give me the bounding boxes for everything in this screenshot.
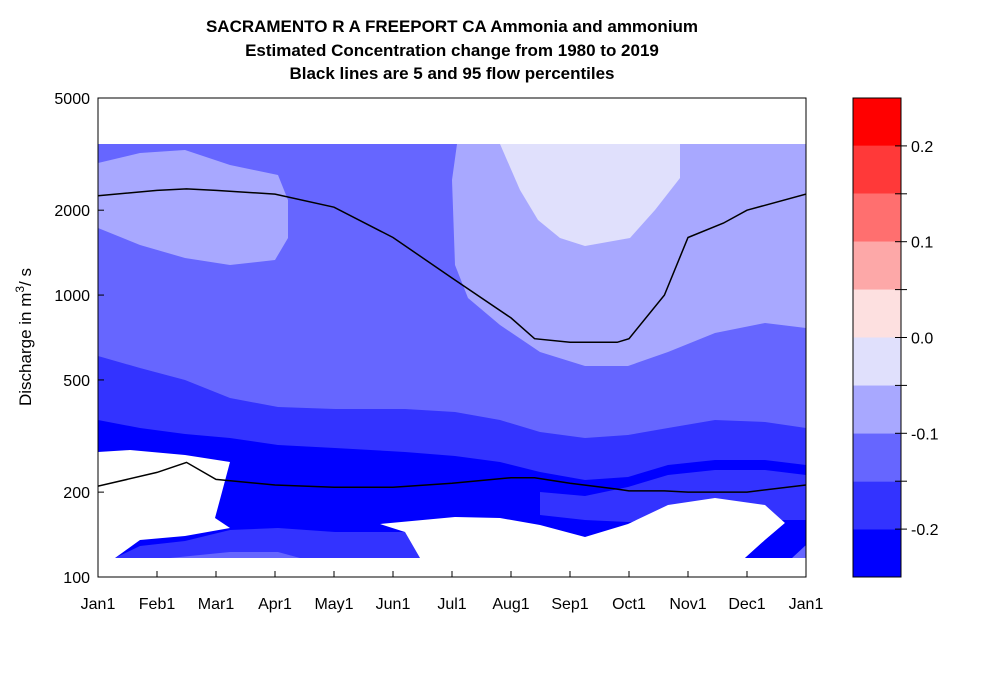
x-tick-label: Feb1 [139, 596, 176, 613]
flow-percentile-line [98, 461, 806, 493]
x-tick-label: Jun1 [376, 596, 411, 613]
y-axis-label-prefix: Discharge in m [16, 293, 35, 406]
colorbar-level [853, 241, 901, 290]
band-darkest-blue-lower-right [745, 520, 806, 558]
colorbar-tick-label: 0.1 [911, 235, 933, 252]
y-axis-label: Discharge in m3/ s [13, 268, 35, 406]
y-tick-label: 1000 [54, 288, 90, 305]
x-tick-label: Apr1 [258, 596, 292, 613]
colorbar-level [853, 433, 901, 482]
chart-title: SACRAMENTO R A FREEPORT CA Ammonia and a… [205, 17, 699, 36]
band-darker-blue-lower-left [115, 528, 420, 558]
x-tick-label: Nov1 [669, 596, 706, 613]
band-mid-blue-lower-right [792, 545, 806, 558]
x-tick-label: Jul1 [437, 596, 466, 613]
chart-subtitle-2: Black lines are 5 and 95 flow percentile… [289, 64, 615, 83]
y-axis-label-sup: 3 [13, 286, 27, 293]
colorbar-tick-label: 0.0 [911, 331, 933, 348]
x-tick-label: Mar1 [198, 596, 235, 613]
y-tick-label: 200 [63, 485, 90, 502]
colorbar-level [853, 145, 901, 194]
colorbar-level [853, 337, 901, 386]
nodata-top [98, 98, 806, 144]
x-tick-label: Jan1 [789, 596, 824, 613]
x-tick-label: Dec1 [728, 596, 765, 613]
chart-subtitle: Estimated Concentration change from 1980… [245, 41, 659, 60]
nodata-bottom-middle [380, 498, 785, 558]
x-tick-label: Oct1 [612, 596, 646, 613]
x-tick-label: May1 [314, 596, 353, 613]
y-tick-label: 500 [63, 373, 90, 390]
colorbar-tick-label: 0.2 [911, 139, 933, 156]
x-tick-label: Aug1 [492, 596, 529, 613]
colorbar-tick-label: -0.2 [911, 522, 939, 539]
colorbar: 0.2 0.1 0.0 -0.1 -0.2 [852, 97, 939, 578]
colorbar-level [853, 529, 901, 577]
colorbar-level [853, 385, 901, 434]
colorbar-level [853, 481, 901, 530]
x-tick-label: Sep1 [551, 596, 588, 613]
colorbar-level [853, 193, 901, 242]
colorbar-tick-label: -0.1 [911, 426, 939, 443]
y-tick-label: 2000 [54, 203, 90, 220]
y-axis-label-suffix: / s [16, 268, 35, 286]
flow-percentile-line [98, 188, 806, 344]
nodata-bottom-left [98, 450, 230, 558]
band-light-blue-left [98, 150, 288, 265]
colorbar-level [853, 289, 901, 338]
x-tick-label: Jan1 [81, 596, 116, 613]
band-darkest-blue [98, 420, 806, 558]
band-mid-blue-lower-left [170, 552, 300, 558]
band-pale [500, 144, 680, 246]
y-tick-label: 5000 [54, 91, 90, 108]
colorbar-level [853, 98, 901, 146]
y-tick-label: 100 [63, 570, 90, 587]
